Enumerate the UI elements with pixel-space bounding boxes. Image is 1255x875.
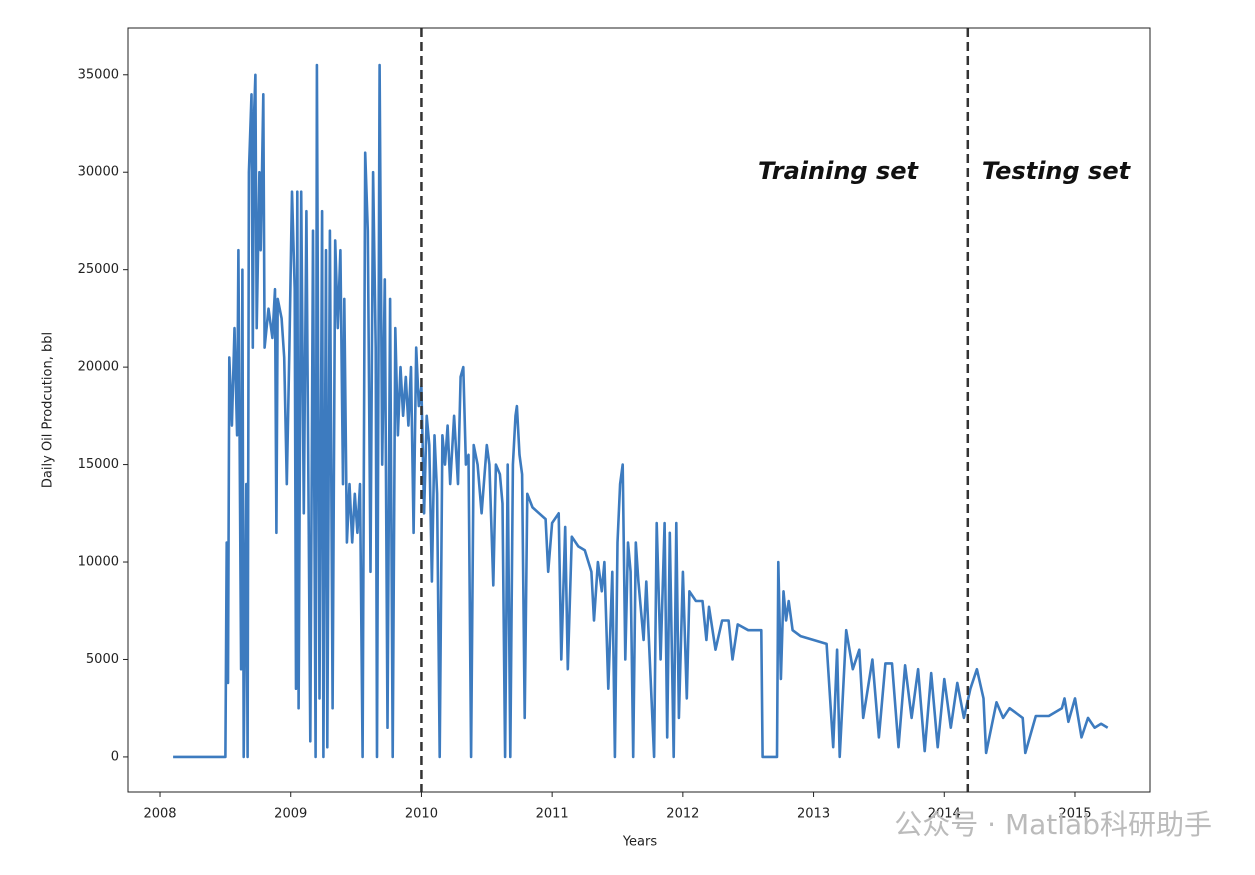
plot-frame: [127, 27, 1151, 793]
x-tick-label: 2012: [666, 807, 699, 822]
y-tick-label: 30000: [78, 165, 119, 180]
y-tick-label: 10000: [78, 555, 119, 570]
x-tick-label: 2008: [143, 807, 176, 822]
data-line: [173, 63, 1109, 759]
annotation: Testing set: [982, 157, 1132, 185]
y-tick-label: 5000: [86, 652, 119, 667]
x-tick-label: 2015: [1058, 807, 1091, 822]
x-tick-label: 2009: [274, 807, 307, 822]
annotation: Training set: [758, 157, 919, 185]
x-axis-label: Years: [622, 835, 658, 850]
y-tick-label: 25000: [78, 262, 119, 277]
x-tick-label: 2011: [536, 807, 569, 822]
x-tick-label: 2010: [405, 807, 438, 822]
watermark: 公众号 · Matlab科研助手: [894, 808, 1212, 841]
y-tick-label: 20000: [78, 360, 119, 375]
y-tick-label: 0: [111, 749, 119, 764]
x-tick-label: 2014: [928, 807, 961, 822]
y-axis-label: Daily Oil Prodcution, bbl: [41, 332, 56, 488]
y-tick-label: 35000: [78, 67, 119, 82]
y-tick-label: 15000: [78, 457, 119, 472]
x-tick-label: 2013: [797, 807, 830, 822]
